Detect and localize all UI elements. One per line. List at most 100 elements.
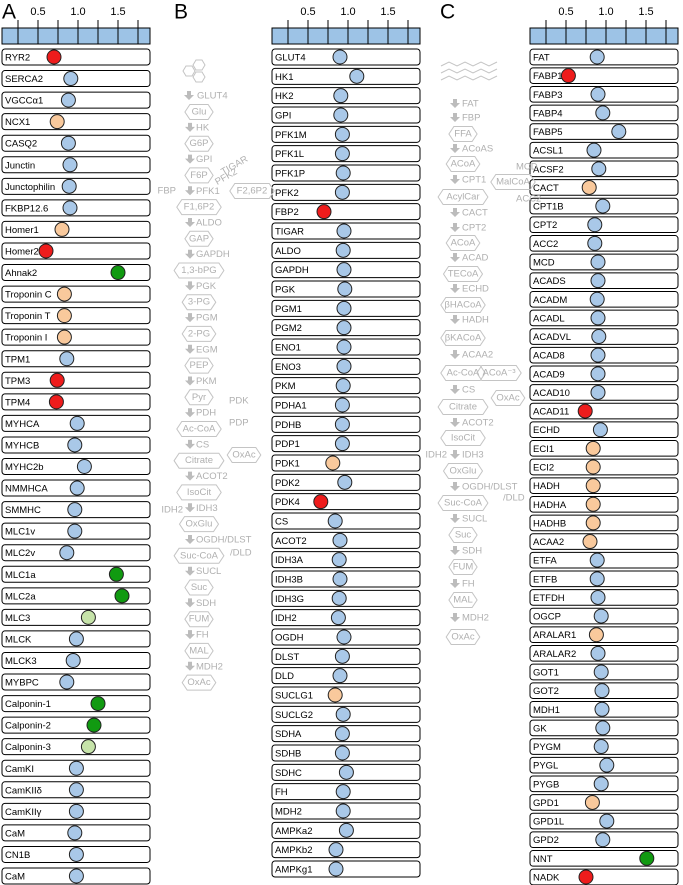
row-label: CASQ2 <box>5 139 37 150</box>
tick-label: 1.5 <box>638 6 653 18</box>
row-label: GK <box>533 723 547 734</box>
row-box <box>1 587 151 605</box>
row-label: HADH <box>533 481 560 492</box>
dot <box>68 846 84 862</box>
pathway-node-outline <box>448 527 478 543</box>
row-box <box>1 544 151 562</box>
dot <box>68 803 84 819</box>
dot <box>56 286 72 302</box>
row-label: SUCLG2 <box>275 710 313 721</box>
dot <box>334 184 350 200</box>
row-box <box>1 738 151 756</box>
dot <box>338 822 354 838</box>
dot <box>335 165 351 181</box>
pathway-node: PEP <box>189 360 208 371</box>
enzyme: IDH3 <box>196 503 218 514</box>
pathway-label: MCD <box>516 162 538 173</box>
row-label: DLST <box>275 652 299 663</box>
tick-label: 0.5 <box>558 6 573 18</box>
row-label: FABP1 <box>533 71 563 82</box>
row-label: Troponin I <box>5 333 47 344</box>
row-box <box>529 495 679 513</box>
row-label: SDHC <box>275 768 302 779</box>
pathway-node: OxGlu <box>450 466 477 477</box>
row-label: MDH2 <box>275 807 302 818</box>
panel-letter: C <box>440 1 455 24</box>
row-box <box>529 477 679 494</box>
dot <box>114 588 130 604</box>
dot <box>594 701 610 717</box>
arrow <box>450 482 460 491</box>
enzyme: GAPDH <box>196 249 230 260</box>
row-label: TPM4 <box>5 397 30 408</box>
row-label: MCD <box>533 258 555 269</box>
row-box <box>1 695 151 713</box>
dot <box>599 813 615 829</box>
row-label: ACAA2 <box>533 537 564 548</box>
dot <box>589 49 605 65</box>
row-label: Troponin C <box>5 290 52 301</box>
arrow <box>185 503 195 513</box>
arrow <box>450 350 460 359</box>
dot <box>68 868 84 884</box>
dot <box>61 178 77 194</box>
row-box <box>271 454 421 472</box>
dot <box>560 68 576 84</box>
row-label: FAT <box>533 53 550 64</box>
pathway-node-outline <box>229 183 275 199</box>
arrow <box>185 376 195 386</box>
row-label: CN1B <box>5 850 30 861</box>
pathway-node: AcylCar <box>446 192 479 203</box>
pathway-node: F6P <box>190 170 207 181</box>
dot <box>589 571 605 587</box>
dot <box>86 717 102 733</box>
row-label: MDH1 <box>533 705 560 716</box>
dot <box>590 254 606 270</box>
dot <box>334 436 350 452</box>
row-label: Calponin-2 <box>5 721 51 732</box>
row-label: MLC2v <box>5 548 35 559</box>
arrow <box>450 546 460 555</box>
dot <box>80 739 96 755</box>
row-label: NCX1 <box>5 117 30 128</box>
pathway-node: MalCoA <box>496 177 530 188</box>
row-box <box>1 350 151 368</box>
pathway-node: ACoA <box>451 238 476 249</box>
row-label: ENO3 <box>275 362 301 373</box>
pathway-label: /DLD <box>503 493 525 504</box>
dot <box>590 347 606 363</box>
row-label: PFK2 <box>275 188 299 199</box>
dot <box>587 235 603 251</box>
arrow <box>185 218 195 227</box>
dot <box>585 440 601 456</box>
dot <box>331 590 347 606</box>
pathway-node-outline <box>184 579 214 596</box>
pathway-node: Suc <box>455 530 472 541</box>
row-box <box>1 242 151 260</box>
row-label: GPD1L <box>533 817 564 828</box>
pathway-node: βHACoA <box>444 300 482 311</box>
row-box <box>529 533 679 550</box>
pathway-node-outline <box>173 262 225 279</box>
row-box <box>529 216 679 234</box>
row-label: IDH3G <box>275 594 304 605</box>
row-label: PGM1 <box>275 304 302 315</box>
row-box <box>1 113 151 131</box>
dot <box>38 243 54 259</box>
row-label: AMPKb2 <box>275 845 313 856</box>
arrow <box>185 566 195 576</box>
pathway-node: OxAc <box>232 450 255 461</box>
pathway-label: PDP <box>229 418 249 429</box>
enzyme: ACAA2 <box>462 350 493 361</box>
arrow <box>450 175 460 184</box>
enzyme: ACOT2 <box>462 418 494 429</box>
dot <box>336 223 352 239</box>
row-label: TPM3 <box>5 376 30 387</box>
enzyme: MDH2 <box>196 661 223 672</box>
dot <box>639 850 655 866</box>
dot <box>590 86 606 102</box>
dot <box>585 515 601 531</box>
row-label: ACAD9 <box>533 369 565 380</box>
pathway-node-outline <box>184 357 214 374</box>
